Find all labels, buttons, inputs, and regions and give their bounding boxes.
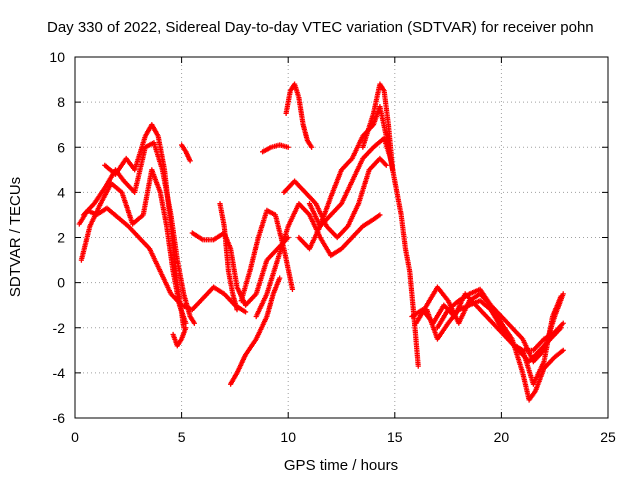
data-point bbox=[377, 212, 383, 218]
data-point bbox=[558, 293, 564, 299]
data-point bbox=[560, 347, 566, 353]
y-axis-label: SDTVAR / TECUs bbox=[7, 177, 24, 297]
series-track-18 bbox=[392, 178, 421, 369]
series-track-16 bbox=[306, 104, 396, 229]
x-axis-label: GPS time / hours bbox=[284, 457, 398, 474]
y-tick-label: 8 bbox=[57, 94, 65, 110]
data-point bbox=[309, 144, 315, 150]
data-point bbox=[277, 275, 283, 281]
data-point bbox=[242, 309, 249, 315]
series-track-1 bbox=[76, 205, 249, 315]
y-tick-label: 4 bbox=[57, 184, 65, 200]
data-point bbox=[285, 144, 291, 150]
series-track-2 bbox=[78, 167, 189, 326]
data-point bbox=[560, 320, 566, 326]
data-point bbox=[234, 307, 240, 313]
y-tick-label: 10 bbox=[49, 49, 65, 65]
data-point bbox=[191, 320, 197, 326]
axis-ticks: 0 5 10 15 20 25 -6 -4 -2 0 2 4 6 8 10 bbox=[49, 49, 616, 445]
data-point bbox=[383, 162, 389, 168]
x-tick-label: 20 bbox=[494, 429, 510, 445]
series-track-4 bbox=[102, 122, 187, 331]
data-point bbox=[390, 167, 396, 173]
y-tick-label: -6 bbox=[53, 410, 66, 426]
data-point bbox=[187, 158, 193, 164]
data-point bbox=[183, 320, 189, 326]
x-tick-label: 15 bbox=[387, 429, 403, 445]
series-track-15 bbox=[296, 135, 398, 252]
y-tick-label: -2 bbox=[53, 320, 66, 336]
x-tick-label: 0 bbox=[71, 429, 79, 445]
series-track-13 bbox=[283, 81, 315, 150]
y-tick-label: 0 bbox=[57, 275, 65, 291]
chart-title: Day 330 of 2022, Sidereal Day-to-day VTE… bbox=[47, 19, 594, 36]
data-point bbox=[289, 286, 296, 292]
data-points bbox=[76, 81, 566, 403]
series-track-6 bbox=[179, 142, 193, 164]
series-track-23 bbox=[520, 293, 564, 387]
series-track-14 bbox=[281, 155, 389, 241]
x-tick-label: 10 bbox=[280, 429, 296, 445]
series-track-5 bbox=[170, 325, 189, 349]
data-point bbox=[415, 363, 421, 369]
series-track-9 bbox=[228, 275, 283, 387]
series-track-20 bbox=[413, 284, 566, 365]
series-track-12 bbox=[260, 142, 291, 155]
x-tick-label: 5 bbox=[178, 429, 186, 445]
x-tick-label: 25 bbox=[600, 429, 616, 445]
series-track-22 bbox=[434, 286, 566, 403]
data-point bbox=[183, 325, 189, 331]
y-tick-label: 2 bbox=[57, 230, 65, 246]
series-track-8 bbox=[217, 201, 240, 313]
series-track-17 bbox=[360, 81, 396, 173]
y-tick-label: -4 bbox=[53, 365, 66, 381]
y-tick-label: 6 bbox=[57, 139, 65, 155]
